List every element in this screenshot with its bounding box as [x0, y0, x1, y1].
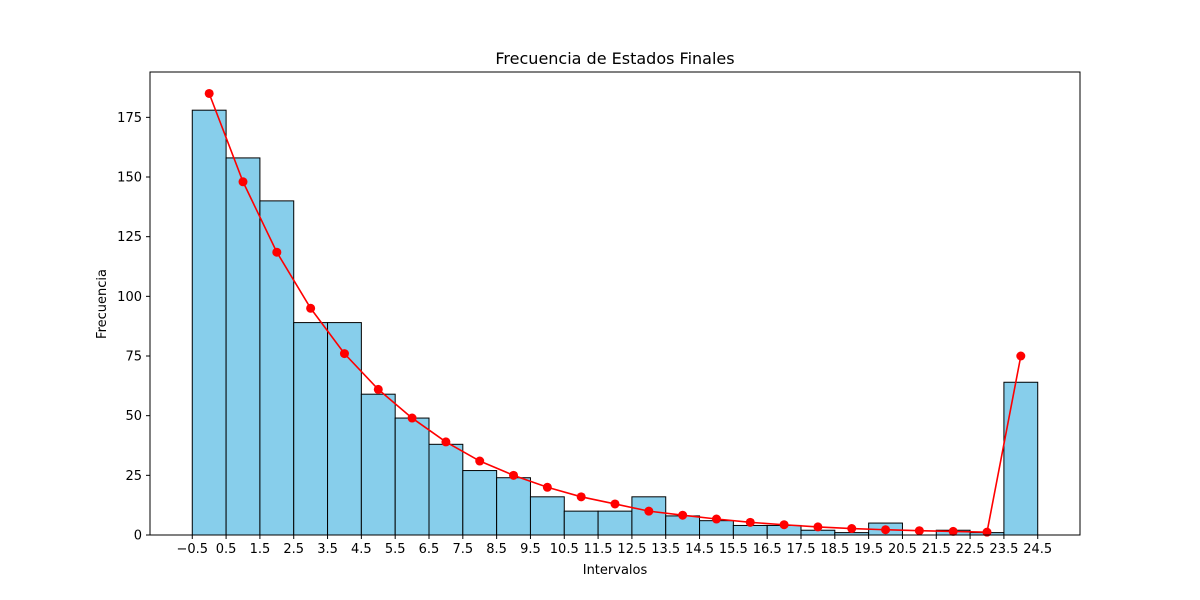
x-axis-ticks: −0.5 0.5 1.5 2.5 3.5 4.5 5.5 6.5 7.5 8.5 9.5 10.5 11… — [176, 535, 1052, 557]
x-tick-label: 5.5 — [385, 542, 406, 557]
line-point — [1016, 351, 1026, 361]
line-point — [407, 413, 417, 423]
line-point — [306, 303, 316, 313]
x-axis-label: Intervalos — [583, 563, 648, 578]
line-point — [914, 526, 924, 536]
x-tick-label: 10.5 — [550, 542, 579, 557]
histogram-bar — [293, 322, 329, 536]
chart-title: Frecuencia de Estados Finales — [495, 49, 734, 68]
x-tick-label: 4.5 — [351, 542, 372, 557]
line-point — [644, 506, 654, 516]
x-tick-label: 11.5 — [584, 542, 613, 557]
x-tick-label: 23.5 — [989, 542, 1018, 557]
x-tick-label: 0.5 — [216, 542, 237, 557]
x-tick-label: 9.5 — [520, 542, 541, 557]
plot-frame — [149, 71, 1081, 536]
x-tick-label: 6.5 — [419, 542, 440, 557]
x-tick-label: 24.5 — [1023, 542, 1052, 557]
line-point — [441, 437, 451, 447]
line-point — [610, 499, 620, 509]
x-tick-label: 13.5 — [651, 542, 680, 557]
line-point — [542, 482, 552, 492]
y-tick-label: 75 — [125, 350, 142, 365]
x-tick-label: 7.5 — [452, 542, 473, 557]
x-tick-label: 17.5 — [787, 542, 816, 557]
line-point — [847, 524, 857, 534]
bars-group — [191, 109, 1039, 536]
histogram-bar — [631, 496, 667, 536]
line-point — [745, 517, 755, 527]
y-tick-label: 50 — [125, 409, 142, 424]
x-tick-label: 21.5 — [922, 542, 951, 557]
histogram-bar — [529, 496, 565, 536]
x-tick-label: 3.5 — [317, 542, 338, 557]
y-axis-ticks: 0 25 50 75 100 125 150 175 — [117, 111, 150, 544]
y-tick-label: 175 — [117, 111, 142, 126]
histogram-bar — [597, 510, 633, 536]
line-point — [204, 88, 214, 98]
x-tick-label: 20.5 — [888, 542, 917, 557]
line-point — [711, 514, 721, 524]
x-tick-label: 22.5 — [956, 542, 985, 557]
line-point — [948, 526, 958, 536]
y-axis-label: Frecuencia — [95, 269, 110, 339]
line-point — [813, 522, 823, 532]
x-tick-label: −0.5 — [176, 542, 208, 557]
line-point — [881, 525, 891, 535]
line-point — [779, 520, 789, 530]
histogram-bar — [563, 510, 599, 536]
line-point — [339, 349, 349, 359]
y-tick-label: 25 — [125, 469, 142, 484]
histogram-bar — [394, 417, 430, 536]
x-tick-label: 12.5 — [617, 542, 646, 557]
histogram-bar — [1003, 381, 1039, 536]
histogram-bar — [496, 477, 531, 536]
line-point — [238, 177, 248, 187]
line-point — [982, 527, 992, 537]
line-point — [475, 456, 485, 466]
x-tick-label: 8.5 — [486, 542, 507, 557]
y-tick-label: 0 — [134, 529, 142, 544]
histogram-bar — [732, 524, 768, 536]
y-tick-label: 100 — [117, 290, 142, 305]
x-tick-label: 14.5 — [685, 542, 714, 557]
histogram-bar — [225, 157, 261, 536]
line-point — [576, 492, 586, 502]
x-tick-label: 2.5 — [283, 542, 304, 557]
y-tick-label: 150 — [117, 171, 142, 186]
histogram-bar — [360, 393, 396, 536]
line-point — [373, 384, 383, 394]
histogram-bar — [191, 109, 227, 536]
histogram-bar — [428, 443, 464, 536]
y-tick-label: 125 — [117, 230, 142, 245]
line-series-group — [204, 88, 1026, 537]
line-point — [272, 247, 282, 257]
histogram-bar — [462, 470, 498, 536]
x-tick-label: 18.5 — [820, 542, 849, 557]
x-tick-label: 16.5 — [753, 542, 782, 557]
x-tick-label: 15.5 — [719, 542, 748, 557]
line-point — [678, 510, 688, 520]
x-tick-label: 19.5 — [854, 542, 883, 557]
x-tick-label: 1.5 — [250, 542, 271, 557]
line-point — [509, 470, 519, 480]
